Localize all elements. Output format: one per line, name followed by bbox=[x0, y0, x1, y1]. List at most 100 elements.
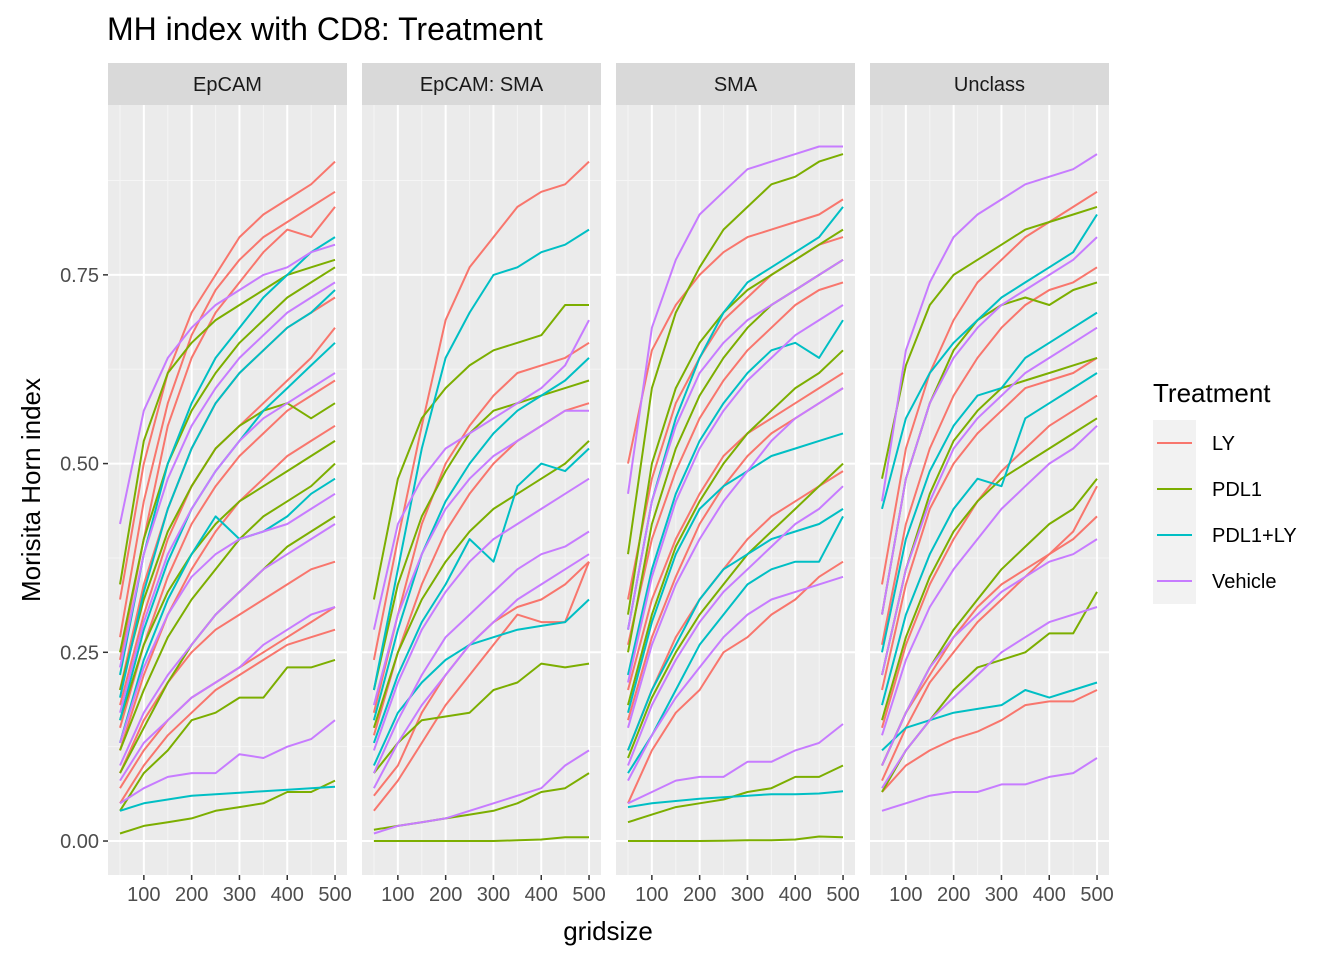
series-line-pdl1-ly bbox=[119, 236, 336, 676]
series-line-vehicle bbox=[627, 575, 844, 782]
series-line-ly bbox=[881, 689, 1098, 793]
x-tick-label: 200 bbox=[683, 884, 716, 906]
legend-label: LY bbox=[1212, 433, 1235, 455]
x-tick-label: 200 bbox=[175, 884, 208, 906]
series-line-ly bbox=[119, 160, 336, 600]
facet-strip-label: Unclass bbox=[954, 74, 1025, 96]
series-line-vehicle bbox=[373, 553, 590, 789]
series-line-pdl1 bbox=[881, 205, 1098, 479]
series-line-pdl1-ly bbox=[372, 357, 590, 721]
facet-panel: EpCAM 100 200 300 400 500 0.00 0.25 0.50 0.75 bbox=[60, 63, 352, 906]
series-line-ly bbox=[372, 341, 590, 713]
x-axis-title: gridsize bbox=[563, 916, 653, 946]
series-line-pdl1 bbox=[373, 662, 590, 774]
series-line-vehicle bbox=[627, 258, 844, 630]
series-line-ly bbox=[881, 485, 1098, 782]
series-line-vehicle bbox=[372, 319, 590, 630]
series-line-pdl1-ly bbox=[881, 311, 1098, 653]
series-line-pdl1 bbox=[627, 153, 844, 555]
series-line-vehicle bbox=[119, 523, 336, 766]
series-line-pdl1 bbox=[119, 462, 336, 751]
facet-panel: EpCAM: SMA 100 200 300 400 500 bbox=[362, 63, 606, 906]
series-line-ly bbox=[627, 372, 844, 691]
x-tick-label: 400 bbox=[271, 884, 304, 906]
series-line-vehicle bbox=[627, 723, 844, 805]
legend-label: PDL1+LY bbox=[1212, 525, 1297, 547]
y-tick-label: 0.25 bbox=[60, 642, 99, 664]
series-line-ly bbox=[881, 357, 1098, 691]
series-line-pdl1 bbox=[119, 779, 336, 835]
series-line-pdl1 bbox=[372, 304, 589, 600]
series-line-pdl1-ly bbox=[627, 319, 844, 676]
facet-strip bbox=[616, 63, 855, 105]
series-line-vehicle bbox=[881, 236, 1098, 615]
x-tick-label: 500 bbox=[826, 884, 859, 906]
series-line-ly bbox=[119, 628, 336, 804]
x-tick-label: 500 bbox=[318, 884, 351, 906]
series-line-vehicle bbox=[119, 243, 336, 525]
series-line-ly bbox=[119, 379, 336, 729]
x-tick-label: 300 bbox=[477, 884, 510, 906]
series-line-pdl1 bbox=[119, 440, 336, 721]
series-line-vehicle bbox=[627, 485, 844, 766]
series-line-pdl1-ly bbox=[627, 515, 844, 774]
chart-title: MH index with CD8: Treatment bbox=[107, 11, 543, 47]
series-line-vehicle bbox=[881, 153, 1098, 502]
series-line-pdl1 bbox=[119, 402, 336, 691]
series-line-vehicle bbox=[627, 304, 844, 683]
y-axis-title: Morisita Horn index bbox=[16, 378, 46, 602]
y-tick-label: 0.75 bbox=[60, 265, 99, 287]
series-line-pdl1 bbox=[119, 258, 336, 585]
facet-panel: Unclass 100 200 300 400 500 bbox=[870, 63, 1114, 906]
series-line-vehicle bbox=[119, 719, 336, 805]
series-line-vehicle bbox=[627, 145, 843, 494]
series-line-vehicle bbox=[373, 749, 590, 835]
series-line-pdl1-ly bbox=[627, 508, 844, 751]
x-tick-label: 400 bbox=[1033, 884, 1066, 906]
series-line-pdl1-ly bbox=[627, 206, 844, 630]
legend-title: Treatment bbox=[1153, 378, 1271, 408]
series-line-vehicle bbox=[881, 606, 1098, 789]
x-tick-label: 500 bbox=[572, 884, 605, 906]
series-line-ly bbox=[372, 160, 590, 661]
facet-strip bbox=[870, 63, 1109, 105]
series-line-vehicle bbox=[627, 387, 844, 729]
series-line-pdl1-ly bbox=[627, 790, 844, 809]
x-tick-label: 300 bbox=[223, 884, 256, 906]
series-line-pdl1-ly bbox=[119, 289, 336, 698]
y-tick-label: 0.00 bbox=[60, 831, 99, 853]
series-line-pdl1 bbox=[881, 356, 1098, 676]
series-line-vehicle bbox=[372, 477, 590, 751]
legend-label: PDL1 bbox=[1212, 479, 1262, 501]
series-line-pdl1-ly bbox=[881, 681, 1098, 752]
series-line-ly bbox=[119, 190, 336, 638]
series-line-ly bbox=[881, 515, 1098, 766]
x-tick-label: 300 bbox=[985, 884, 1018, 906]
x-tick-label: 100 bbox=[127, 884, 160, 906]
facet-panel: SMA 100 200 300 400 500 bbox=[616, 63, 860, 906]
facet-strip bbox=[362, 63, 601, 105]
series-line-pdl1-ly bbox=[881, 213, 1098, 510]
series-line-pdl1 bbox=[119, 266, 336, 653]
series-line-vehicle bbox=[881, 326, 1098, 676]
series-line-vehicle bbox=[372, 530, 590, 774]
series-line-pdl1 bbox=[372, 440, 590, 729]
series-line-ly bbox=[627, 470, 844, 751]
series-line-pdl1 bbox=[627, 462, 844, 759]
series-line-vehicle bbox=[119, 281, 336, 668]
series-line-pdl1-ly bbox=[372, 228, 590, 691]
series-line-pdl1-ly bbox=[881, 372, 1098, 706]
legend-label: Vehicle bbox=[1212, 571, 1277, 593]
facet-strip-label: SMA bbox=[714, 74, 758, 96]
x-tick-label: 200 bbox=[429, 884, 462, 906]
x-tick-label: 500 bbox=[1080, 884, 1113, 906]
series-line-pdl1-ly bbox=[119, 785, 336, 812]
legend: Treatment LY PDL1 PDL1+LY Vehicle bbox=[1153, 378, 1297, 604]
facet-strip-label: EpCAM: SMA bbox=[420, 74, 544, 96]
series-line-pdl1-ly bbox=[119, 477, 336, 744]
x-tick-label: 300 bbox=[731, 884, 764, 906]
series-line-pdl1 bbox=[628, 835, 844, 842]
series-line-pdl1 bbox=[373, 836, 589, 842]
series-line-ly bbox=[119, 560, 336, 774]
